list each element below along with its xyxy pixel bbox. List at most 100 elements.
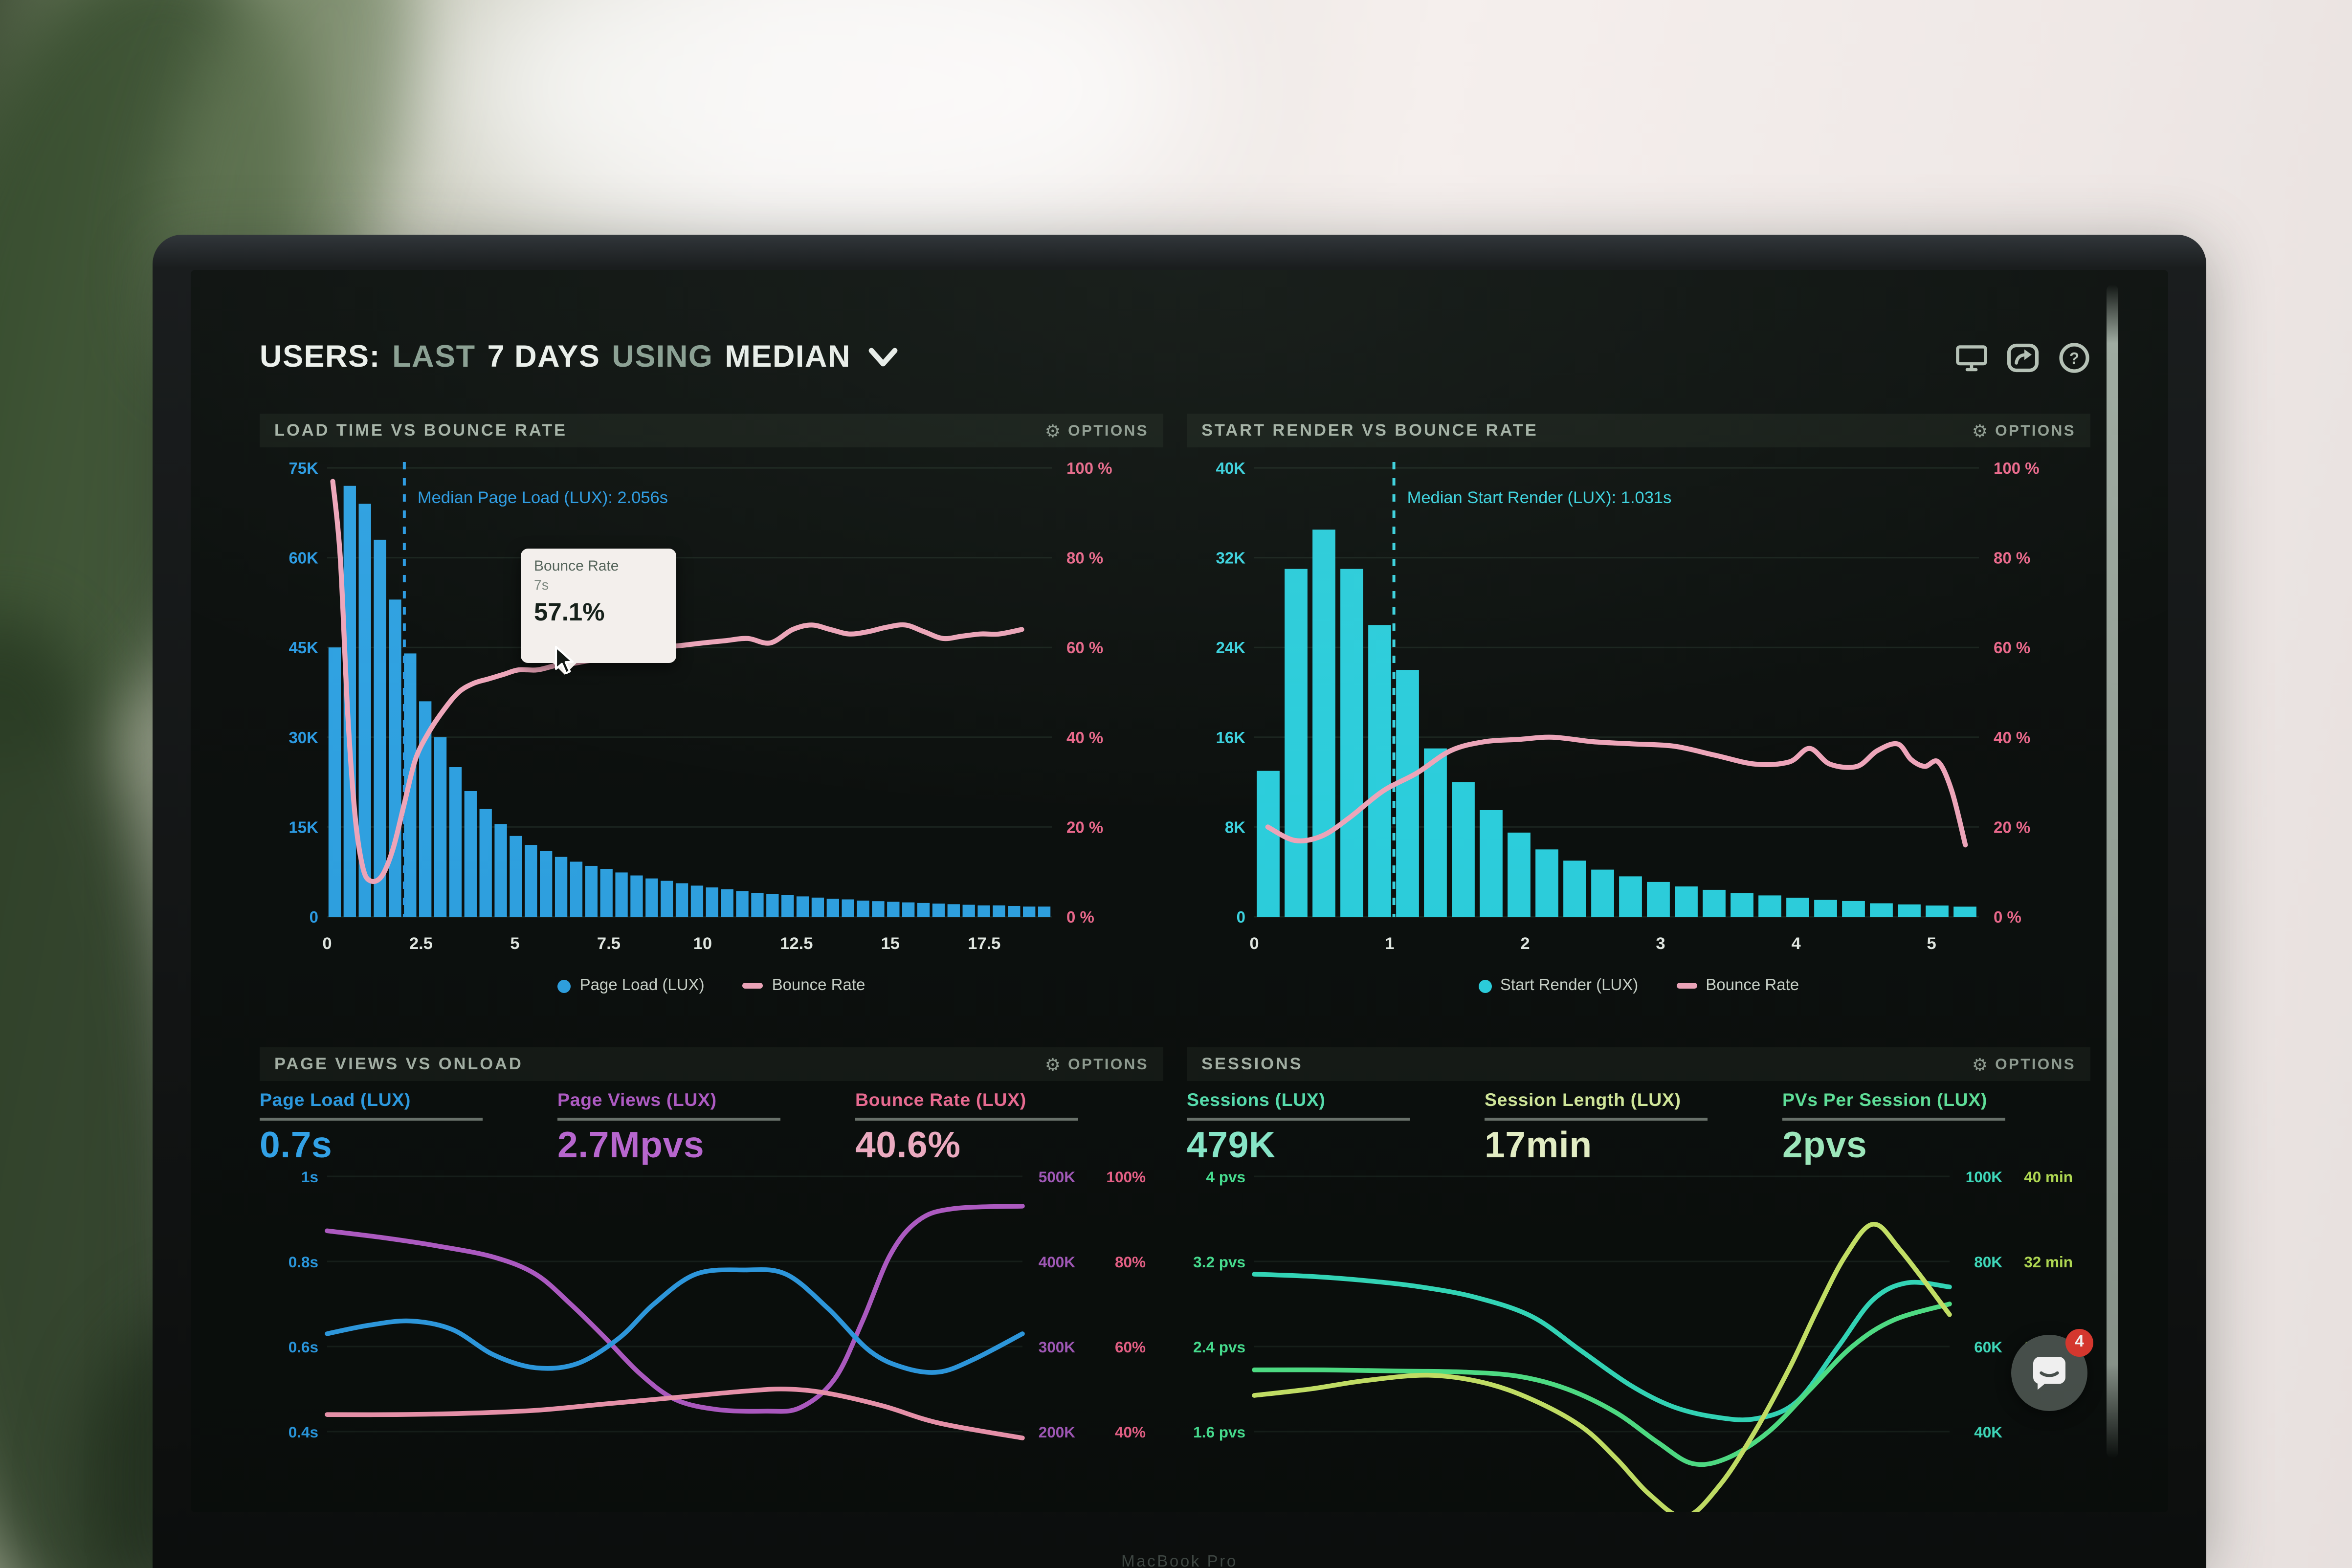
svg-text:60K: 60K <box>288 549 318 567</box>
chevron-down-icon[interactable] <box>868 348 898 374</box>
metric-sessions: Sessions (LUX) 479K <box>1187 1090 1465 1166</box>
svg-text:200K: 200K <box>1039 1423 1076 1441</box>
chat-launcher[interactable]: 4 <box>2011 1329 2093 1411</box>
metric-bounce-rate: Bounce Rate (LUX) 40.6% <box>855 1090 1134 1166</box>
page-views-onload-chart[interactable]: 1s 500K 100% 0.8s 400K 80% 0.6s 300K 60% 0.4s 200K… <box>260 1159 1163 1512</box>
panel-titlebar: START RENDER VS BOUNCE RATE ⚙ OPTIONS <box>1187 414 2090 447</box>
metric-row: Page Load (LUX) 0.7s Page Views (LUX) 2.… <box>260 1081 1163 1166</box>
svg-text:80 %: 80 % <box>1066 549 1103 567</box>
svg-text:80K: 80K <box>1974 1253 2002 1271</box>
svg-text:0: 0 <box>322 934 332 953</box>
monitor-icon[interactable] <box>1955 342 1988 374</box>
svg-text:2.4 pvs: 2.4 pvs <box>1193 1338 1245 1356</box>
dashboard-screen: USERS: LAST 7 DAYS USING MEDIAN ? <box>191 270 2168 1512</box>
title-7days: 7 DAYS <box>487 340 600 374</box>
panel-titlebar: PAGE VIEWS VS ONLOAD ⚙ OPTIONS <box>260 1047 1163 1081</box>
metric-pvs-per-session: PVs Per Session (LUX) 2pvs <box>1782 1090 2061 1166</box>
device-label: MacBook Pro <box>1121 1553 1238 1568</box>
svg-text:80 %: 80 % <box>1994 549 2030 567</box>
svg-text:400K: 400K <box>1039 1253 1076 1271</box>
panel-start-render-vs-bounce-rate: START RENDER VS BOUNCE RATE ⚙ OPTIONS 40… <box>1187 414 2090 1041</box>
start-render-chart[interactable]: 40K 100 % 32K 80 % 24K 60 % 16K 40 % 8K 20 % 0 0 % 0… <box>1187 447 2090 964</box>
notification-badge: 4 <box>2065 1329 2093 1357</box>
svg-text:20 %: 20 % <box>1994 818 2030 836</box>
panel-sessions: SESSIONS ⚙ OPTIONS Sessions (LUX) 479K S… <box>1187 1047 2090 1512</box>
svg-text:15K: 15K <box>288 818 318 836</box>
svg-text:5: 5 <box>510 934 519 953</box>
panel-page-views-vs-onload: PAGE VIEWS VS ONLOAD ⚙ OPTIONS Page Load… <box>260 1047 1163 1512</box>
title-median: MEDIAN <box>725 340 851 374</box>
title-using: USING <box>612 340 713 374</box>
scrollbar[interactable] <box>2107 285 2118 1458</box>
svg-text:40 %: 40 % <box>1066 729 1103 747</box>
svg-text:10: 10 <box>693 934 712 953</box>
legend-dot <box>557 979 571 993</box>
svg-text:60%: 60% <box>1115 1338 1146 1356</box>
svg-text:60 %: 60 % <box>1994 639 2030 657</box>
panel-title: PAGE VIEWS VS ONLOAD <box>274 1055 523 1073</box>
gear-icon: ⚙ <box>1044 1054 1061 1075</box>
chart-legend: Page Load (LUX) Bounce Rate <box>260 964 1163 1008</box>
svg-text:100 %: 100 % <box>1066 459 1112 477</box>
svg-text:5: 5 <box>1927 934 1936 953</box>
dashboard-header: USERS: LAST 7 DAYS USING MEDIAN ? <box>260 334 2090 381</box>
svg-text:0: 0 <box>1249 934 1259 953</box>
svg-text:2.5: 2.5 <box>409 934 433 953</box>
options-button[interactable]: ⚙ OPTIONS <box>1972 420 2076 441</box>
svg-text:Median Start Render (LUX): 1.0: Median Start Render (LUX): 1.031s <box>1407 488 1672 507</box>
svg-text:300K: 300K <box>1039 1338 1076 1356</box>
svg-text:40 %: 40 % <box>1994 729 2030 747</box>
share-icon[interactable] <box>2007 342 2039 374</box>
help-icon[interactable]: ? <box>2058 342 2090 374</box>
svg-text:60K: 60K <box>1974 1338 2002 1356</box>
svg-text:32K: 32K <box>1216 549 1245 567</box>
svg-text:60 %: 60 % <box>1066 639 1103 657</box>
light-glow <box>440 0 1203 264</box>
svg-text:45K: 45K <box>288 639 318 657</box>
svg-text:0: 0 <box>1237 908 1245 926</box>
svg-text:40%: 40% <box>1115 1423 1146 1441</box>
sessions-chart[interactable]: 4 pvs 100K 40 min 3.2 pvs 80K 32 min 2.4 pvs 60… <box>1187 1159 2090 1512</box>
svg-text:16K: 16K <box>1216 729 1245 747</box>
svg-text:2: 2 <box>1520 934 1530 953</box>
panel-load-time-vs-bounce-rate: LOAD TIME VS BOUNCE RATE ⚙ OPTIONS 75K 10… <box>260 414 1163 1041</box>
svg-text:1.6 pvs: 1.6 pvs <box>1193 1423 1245 1441</box>
panel-grid: LOAD TIME VS BOUNCE RATE ⚙ OPTIONS 75K 10… <box>260 414 2090 1512</box>
metric-page-views: Page Views (LUX) 2.7Mpvs <box>557 1090 836 1166</box>
svg-text:100K: 100K <box>1966 1168 2003 1186</box>
svg-text:4 pvs: 4 pvs <box>1206 1168 1245 1186</box>
svg-text:30K: 30K <box>288 729 318 747</box>
svg-text:40 min: 40 min <box>2024 1168 2073 1186</box>
svg-text:0.4s: 0.4s <box>288 1423 318 1441</box>
svg-text:1s: 1s <box>301 1168 318 1186</box>
chart-legend: Start Render (LUX) Bounce Rate <box>1187 964 2090 1008</box>
options-button[interactable]: ⚙ OPTIONS <box>1044 1054 1149 1075</box>
panel-title: SESSIONS <box>1201 1055 1303 1073</box>
header-icon-group: ? <box>1936 342 2090 374</box>
gear-icon: ⚙ <box>1972 1054 1988 1075</box>
svg-text:32 min: 32 min <box>2024 1253 2073 1271</box>
svg-text:1: 1 <box>1385 934 1394 953</box>
svg-text:0: 0 <box>310 908 318 926</box>
svg-text:80%: 80% <box>1115 1253 1146 1271</box>
svg-text:12.5: 12.5 <box>780 934 813 953</box>
svg-text:?: ? <box>2069 349 2079 367</box>
svg-text:20 %: 20 % <box>1066 818 1103 836</box>
svg-text:0.8s: 0.8s <box>288 1253 318 1271</box>
title-last: LAST <box>392 340 476 374</box>
svg-text:8K: 8K <box>1225 818 1245 836</box>
load-time-chart[interactable]: 75K 100 % 60K 80 % 45K 60 % 30K 40 % 15K 20 % 0 0 %… <box>260 447 1163 964</box>
metric-session-length: Session Length (LUX) 17min <box>1485 1090 1763 1166</box>
panel-title: START RENDER VS BOUNCE RATE <box>1201 421 1538 440</box>
panel-title: LOAD TIME VS BOUNCE RATE <box>274 421 568 440</box>
svg-text:100%: 100% <box>1106 1168 1146 1186</box>
svg-text:3.2 pvs: 3.2 pvs <box>1193 1253 1245 1271</box>
svg-text:500K: 500K <box>1039 1168 1076 1186</box>
legend-dash <box>1676 983 1697 989</box>
options-button[interactable]: ⚙ OPTIONS <box>1044 420 1149 441</box>
svg-text:4: 4 <box>1791 934 1800 953</box>
svg-text:40K: 40K <box>1974 1423 2002 1441</box>
hover-tooltip: Bounce Rate 7s 57.1% <box>521 549 676 675</box>
options-button[interactable]: ⚙ OPTIONS <box>1972 1054 2076 1075</box>
svg-text:75K: 75K <box>288 459 318 477</box>
